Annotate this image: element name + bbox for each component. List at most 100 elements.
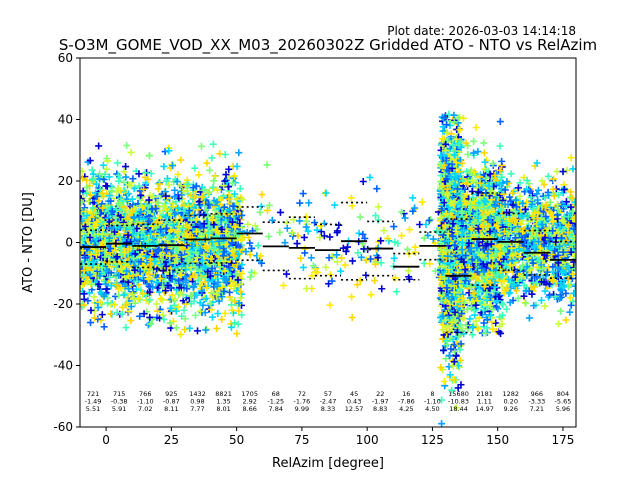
scatter-point bbox=[114, 159, 122, 167]
scatter-point bbox=[354, 249, 362, 257]
scatter-point bbox=[299, 263, 307, 271]
scatter-point bbox=[95, 142, 103, 150]
scatter-point bbox=[231, 319, 239, 327]
scatter-point bbox=[246, 273, 254, 281]
scatter-point bbox=[427, 215, 435, 223]
scatter-point bbox=[171, 186, 179, 194]
scatter-point bbox=[416, 220, 424, 228]
scatter-point bbox=[401, 214, 409, 222]
scatter-point bbox=[322, 263, 330, 271]
scatter-point bbox=[268, 216, 276, 224]
scatter-point bbox=[87, 319, 95, 327]
scatter-point bbox=[254, 242, 262, 250]
scatter-point bbox=[281, 239, 289, 247]
scatter-point bbox=[96, 298, 104, 306]
scatter-point bbox=[195, 171, 203, 179]
scatter-point bbox=[202, 326, 210, 334]
scatter-point bbox=[154, 185, 162, 193]
scatter-point bbox=[111, 292, 119, 300]
scatter-point bbox=[337, 267, 345, 275]
scatter-point bbox=[322, 189, 330, 197]
scatter-point bbox=[326, 271, 334, 279]
scatter-point bbox=[438, 420, 446, 427]
scatter-point bbox=[104, 299, 112, 307]
scatter-point bbox=[156, 180, 164, 188]
scatter-point bbox=[194, 327, 202, 335]
scatter-point bbox=[226, 288, 234, 296]
scatter-point bbox=[276, 208, 284, 216]
chart-title: S-O3M_GOME_VOD_XX_M03_20260302Z Gridded … bbox=[59, 36, 597, 55]
scatter-point bbox=[283, 224, 291, 232]
scatter-point bbox=[347, 194, 355, 202]
scatter-point bbox=[172, 324, 180, 332]
scatter-point bbox=[373, 185, 381, 193]
scatter-point bbox=[233, 162, 241, 170]
scatter-point bbox=[492, 319, 500, 327]
scatter-point bbox=[145, 152, 153, 160]
scatter-point bbox=[398, 232, 406, 240]
scatter-point bbox=[217, 196, 225, 204]
scatter-point bbox=[355, 229, 363, 237]
scatter-point bbox=[168, 160, 176, 168]
scatter-point bbox=[496, 142, 504, 150]
scatter-point bbox=[218, 316, 226, 324]
scatter-point bbox=[203, 325, 211, 333]
scatter-point bbox=[203, 159, 211, 167]
scatter-point bbox=[257, 202, 265, 210]
scatter-point bbox=[196, 299, 204, 307]
scatter-point bbox=[204, 189, 212, 197]
scatter-point bbox=[418, 198, 426, 206]
scatter-point bbox=[356, 213, 364, 221]
scatter-point bbox=[100, 323, 108, 331]
scatter-point bbox=[84, 297, 92, 305]
scatter-point bbox=[177, 156, 185, 164]
scatter-point bbox=[426, 260, 434, 268]
scatter-point bbox=[257, 252, 265, 260]
scatter-point bbox=[263, 161, 271, 169]
scatter-point bbox=[178, 312, 186, 320]
scatter-point bbox=[157, 295, 165, 303]
scatter-point bbox=[367, 291, 375, 299]
scatter-point bbox=[359, 177, 367, 185]
scatter-point bbox=[378, 285, 386, 293]
scatter-point bbox=[280, 281, 288, 289]
scatter-point bbox=[236, 185, 244, 193]
scatter-point bbox=[348, 293, 356, 301]
scatter-point bbox=[124, 294, 132, 302]
scatter-point bbox=[344, 243, 352, 251]
scatter-point bbox=[380, 227, 388, 235]
scatter-point bbox=[160, 162, 168, 170]
scatter-point bbox=[313, 226, 321, 234]
scatter-point bbox=[301, 249, 309, 257]
scatter-point bbox=[208, 154, 216, 162]
scatter-point bbox=[127, 317, 135, 325]
scatter-point bbox=[206, 166, 214, 174]
scatter-point bbox=[303, 285, 311, 293]
scatter-point bbox=[409, 194, 417, 202]
scatter-point bbox=[326, 301, 334, 309]
scatter-point bbox=[90, 293, 98, 301]
scatter-point bbox=[211, 172, 219, 180]
scatter-point bbox=[283, 270, 291, 278]
scatter-point bbox=[296, 217, 304, 225]
scatter-point bbox=[220, 192, 228, 200]
scatter-point bbox=[411, 243, 419, 251]
scatter-point bbox=[113, 308, 121, 316]
scatter-point bbox=[153, 300, 161, 308]
scatter-point bbox=[258, 191, 266, 199]
scatter-point bbox=[87, 306, 95, 314]
scatter-point bbox=[132, 285, 140, 293]
scatter-point bbox=[233, 330, 241, 338]
scatter-point bbox=[147, 170, 155, 178]
scatter-point bbox=[129, 175, 137, 183]
scatter-point bbox=[214, 310, 222, 317]
scatter-point bbox=[498, 157, 506, 165]
scatter-point bbox=[181, 326, 189, 334]
scatter-point bbox=[209, 313, 217, 321]
scatter-point bbox=[464, 150, 472, 158]
scatter-point bbox=[97, 316, 105, 324]
scatter-point bbox=[348, 314, 356, 322]
scatter-point bbox=[276, 228, 284, 236]
scatter-point bbox=[300, 233, 308, 241]
scatter-point bbox=[191, 311, 199, 319]
